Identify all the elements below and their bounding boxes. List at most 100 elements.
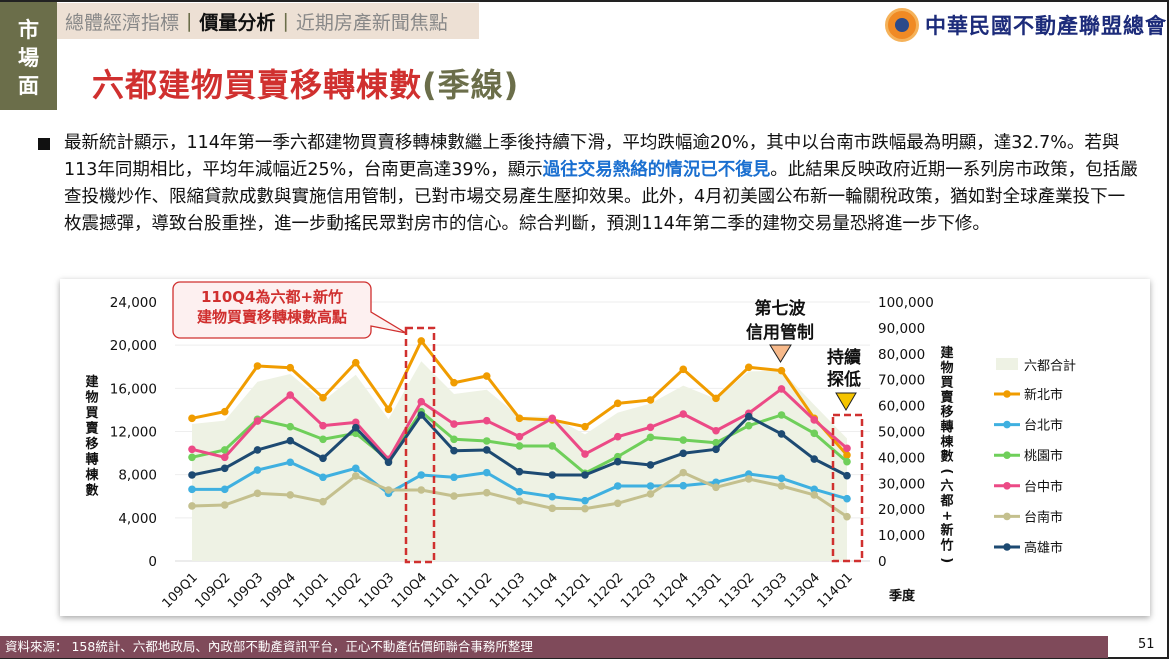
data-point (286, 491, 295, 499)
paragraph-text: 最新統計顯示，114年第一季六都建物買賣移轉棟數繼上季後持續下滑，平均跌幅逾20… (64, 133, 1120, 180)
triangle-marker-icon (769, 344, 792, 363)
legend-marker (1003, 390, 1011, 398)
y-axis-label-char: 數 (85, 483, 98, 499)
tab-bar: 總體經濟指標 | 價量分析 | 近期房產新聞焦點 (57, 3, 479, 39)
page-title: 六都建物買賣移轉棟數(季線) (92, 60, 519, 106)
y-tick-label: 8,000 (118, 468, 157, 484)
data-point (286, 363, 295, 372)
data-point (581, 504, 589, 513)
x-tick-label: 114Q1 (815, 570, 856, 611)
data-point (450, 435, 458, 444)
data-point (613, 499, 622, 508)
legend-marker (1003, 420, 1011, 429)
y2-axis-label-char: 轉 (940, 419, 953, 435)
data-point (188, 485, 196, 494)
y2-tick-label: 0 (878, 554, 887, 570)
data-point (450, 492, 458, 500)
data-point (646, 423, 655, 432)
data-point (253, 466, 262, 474)
y2-axis-label-char: 竹 (939, 537, 953, 553)
data-point (843, 512, 851, 521)
annotation-text: 探低 (827, 369, 861, 390)
tab-news[interactable]: 近期房產新聞焦點 (295, 11, 448, 34)
data-point (548, 471, 557, 479)
data-point (712, 426, 720, 435)
data-point (613, 399, 622, 408)
y2-axis-label-char: 建 (940, 345, 953, 361)
data-point (548, 414, 557, 423)
data-point (515, 497, 524, 505)
y2-axis-label-char: 棟 (940, 434, 954, 450)
data-point (319, 393, 327, 402)
legend-label: 台南市 (1024, 509, 1063, 525)
x-tick-label: 109Q1 (160, 570, 201, 611)
y-axis-label-char: 棟 (85, 467, 99, 483)
y2-axis-label-char: + (939, 510, 954, 521)
paragraph-text: 。此結果反映政府近期一系列房市政策，包括嚴查投機炒作、限縮貸款成數與實施信用管制… (64, 160, 1138, 234)
data-point (450, 473, 458, 482)
data-point (384, 405, 393, 414)
data-point (384, 458, 393, 467)
data-point (843, 457, 851, 466)
legend-marker (1003, 482, 1011, 490)
seal-icon (885, 8, 919, 42)
data-point (188, 471, 196, 479)
data-point (417, 486, 426, 494)
section-label: 市 場 面 (0, 2, 57, 110)
data-point (646, 433, 655, 442)
data-point (744, 363, 753, 372)
data-point (843, 444, 851, 453)
data-point (810, 416, 819, 424)
data-point (188, 414, 196, 423)
legend-label: 高雄市 (1024, 540, 1063, 556)
legend-swatch-area (996, 358, 1018, 370)
y2-tick-label: 40,000 (878, 450, 925, 466)
data-point (712, 483, 720, 492)
tab-price-volume[interactable]: 價量分析 (199, 11, 276, 34)
annotation-text: 持續 (827, 347, 861, 368)
data-point (450, 378, 458, 387)
y2-tick-label: 90,000 (878, 321, 925, 337)
data-point (482, 488, 491, 497)
source-footer: 資料來源： 158統計、六都地政局、內政部不動產資訊平台，正心不動產估價師聯合事… (0, 636, 1108, 658)
y2-axis-label-char: 新 (940, 523, 953, 539)
x-tick-label: 112Q4 (651, 570, 692, 611)
data-point (548, 504, 557, 513)
data-point (417, 411, 426, 419)
section-char: 面 (18, 74, 39, 98)
data-point (679, 365, 688, 374)
data-point (351, 418, 360, 427)
x-tick-label: 112Q1 (553, 570, 594, 611)
y2-tick-label: 70,000 (878, 373, 925, 389)
data-point (515, 414, 524, 423)
y-tick-label: 12,000 (110, 425, 157, 441)
data-point (581, 471, 589, 479)
data-point (220, 446, 229, 454)
y2-tick-label: 20,000 (878, 502, 925, 518)
data-point (286, 458, 295, 467)
org-logo: 中華民國不動產聯盟總會 (885, 8, 1167, 42)
data-point (646, 490, 655, 498)
data-point (482, 437, 491, 445)
data-point (482, 416, 491, 425)
y-tick-label: 24,000 (110, 295, 157, 311)
x-tick-label: 109Q4 (258, 570, 299, 611)
data-point (220, 407, 229, 416)
data-point (843, 451, 851, 459)
data-point (581, 450, 589, 458)
x-tick-label: 112Q3 (618, 570, 659, 611)
highlight-110q4 (404, 326, 436, 564)
data-point (482, 446, 491, 454)
data-point (319, 454, 327, 463)
data-point (220, 485, 229, 494)
title-suffix: (季線) (422, 66, 520, 104)
tab-macro[interactable]: 總體經濟指標 (65, 11, 180, 34)
y2-tick-label: 50,000 (878, 425, 925, 441)
annotation-text: 信用管制 (746, 322, 814, 343)
data-point (515, 467, 524, 476)
data-point (450, 446, 458, 455)
data-point (712, 438, 720, 447)
legend-marker (1003, 543, 1011, 551)
data-point (712, 394, 720, 403)
x-tick-label: 109Q3 (225, 570, 266, 611)
